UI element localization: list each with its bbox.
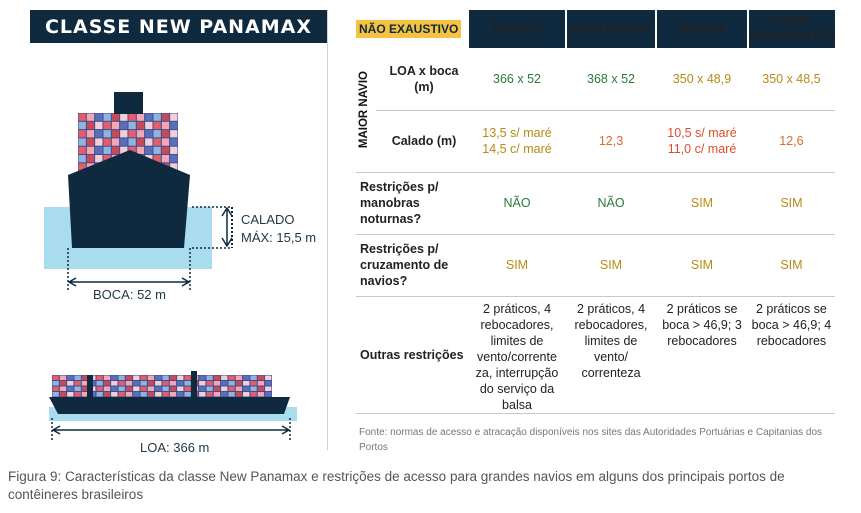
table-cell: 350 x 48,5 <box>748 48 835 111</box>
table-row: Restrições p/ manobras noturnas? NÃO NÃO… <box>356 172 835 235</box>
ship-bridge <box>114 92 143 114</box>
table-cell: 12,6 <box>748 110 835 173</box>
row-label: Outras restrições <box>356 296 468 414</box>
table-cell: SIM <box>566 234 656 297</box>
ship-hull-side <box>49 397 290 414</box>
length-arrow-icon <box>51 425 291 435</box>
group-label: MAIOR NAVIO <box>358 71 370 149</box>
beam-arrow-icon <box>67 277 191 287</box>
table-row: MAIOR NAVIO LOA x boca (m) 366 x 52 368 … <box>356 48 835 173</box>
beam-marker <box>67 248 191 290</box>
header-cell-paranagua: PARANAGUÁ <box>565 10 656 48</box>
header-cell-badge: NÃO EXAUSTIVO <box>356 10 468 48</box>
row-label: LOA x boca (m) <box>376 48 468 111</box>
vertical-divider <box>327 10 328 450</box>
ship-hull-front <box>68 150 190 248</box>
row-label: Calado (m) <box>376 110 468 173</box>
table-cell: SIM <box>656 172 748 235</box>
table-cell: SIM <box>748 234 835 297</box>
port-restrictions-table: NÃO EXAUSTIVO SANTOS PARANAGUÁ ITAPOÁ IT… <box>356 10 835 414</box>
table-cell: 2 práticos se boca > 46,9; 4 rebocadores <box>748 296 835 414</box>
table-cell: 368 x 52 <box>566 48 656 111</box>
row-label: Restrições p/ manobras noturnas? <box>356 172 468 235</box>
table-row: Calado (m) 13,5 s/ maré 14,5 c/ maré 12,… <box>356 110 835 173</box>
table-cell: 12,3 <box>566 110 656 173</box>
table-cell: 2 práticos se boca > 46,9; 3 rebocadores <box>656 296 748 414</box>
table-cell: 366 x 52 <box>468 48 566 111</box>
table-cell: SIM <box>468 234 566 297</box>
header-cell-santos: SANTOS <box>467 10 566 48</box>
table-row: Outras restrições 2 práticos, 4 rebocado… <box>356 296 835 414</box>
table-cell: SIM <box>656 234 748 297</box>
calado-label-line2: MÁX: 15,5 m <box>241 230 317 245</box>
table-cell: 350 x 48,9 <box>656 48 748 111</box>
non-exhaustive-badge: NÃO EXAUSTIVO <box>356 20 462 38</box>
table-header-row: NÃO EXAUSTIVO SANTOS PARANAGUÁ ITAPOÁ IT… <box>356 10 835 48</box>
header-cell-itajai: ITAJAÍ- NAVEGANTES <box>747 10 835 48</box>
boca-label: BOCA: 52 m <box>93 287 166 302</box>
figure-caption: Figura 9: Características da classe New … <box>8 469 785 502</box>
header-cell-itapoa: ITAPOÁ <box>655 10 748 48</box>
table-cell: NÃO <box>468 172 566 235</box>
draft-marker <box>192 206 232 249</box>
table-cell: 10,5 s/ maré 11,0 c/ maré <box>656 110 748 173</box>
length-marker <box>51 418 291 440</box>
source-note: Fonte: normas de acesso e atracação disp… <box>359 427 823 453</box>
calado-label-line1: CALADO <box>241 212 295 227</box>
container-stack-side <box>52 375 272 397</box>
group-label-cell: MAIOR NAVIO <box>356 48 376 173</box>
table-cell: 13,5 s/ maré 14,5 c/ maré <box>468 110 566 173</box>
table-cell: 2 práticos, 4 rebocadores, limites de ve… <box>468 296 566 414</box>
table-cell: SIM <box>748 172 835 235</box>
table-row: Restrições p/ cruzamento de navios? SIM … <box>356 234 835 297</box>
table-cell: NÃO <box>566 172 656 235</box>
draft-arrow-icon <box>221 206 233 248</box>
panel-title: CLASSE NEW PANAMAX <box>30 10 327 43</box>
ship-diagram-panel: CLASSE NEW PANAMAX <box>30 10 327 450</box>
row-label: Restrições p/ cruzamento de navios? <box>356 234 468 297</box>
table-cell: 2 práticos, 4 rebocadores, limites de ve… <box>566 296 656 414</box>
loa-label: LOA: 366 m <box>140 440 210 455</box>
